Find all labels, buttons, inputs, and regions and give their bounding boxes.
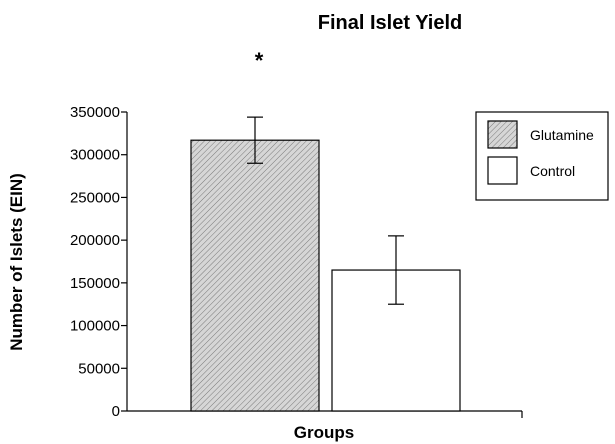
significance-marker: *: [255, 48, 264, 73]
bar-glutamine: [190, 139, 320, 412]
y-tick-label: 300000: [70, 147, 120, 164]
legend-label-glutamine: Glutamine: [530, 127, 594, 143]
y-tick-label: 50000: [78, 360, 120, 377]
y-tick-label: 100000: [70, 318, 120, 335]
x-axis-label: Groups: [294, 423, 354, 442]
legend: Glutamine Control: [475, 111, 609, 201]
y-tick-label: 350000: [70, 104, 120, 121]
y-tick-label: 0: [112, 403, 120, 420]
chart-title: Final Islet Yield: [318, 12, 463, 34]
y-tick-label: 200000: [70, 232, 120, 249]
y-tick-label: 250000: [70, 189, 120, 206]
bars: *: [190, 48, 461, 412]
legend-label-control: Control: [530, 163, 575, 179]
legend-swatch-glutamine: [487, 120, 518, 149]
axes: 0 50000 100000 150000 200000 250000 300000 3500…: [70, 104, 523, 420]
legend-swatch-control: [487, 156, 518, 185]
y-tick-label: 150000: [70, 275, 120, 292]
y-axis-label: Number of Islets (EIN): [7, 173, 26, 351]
